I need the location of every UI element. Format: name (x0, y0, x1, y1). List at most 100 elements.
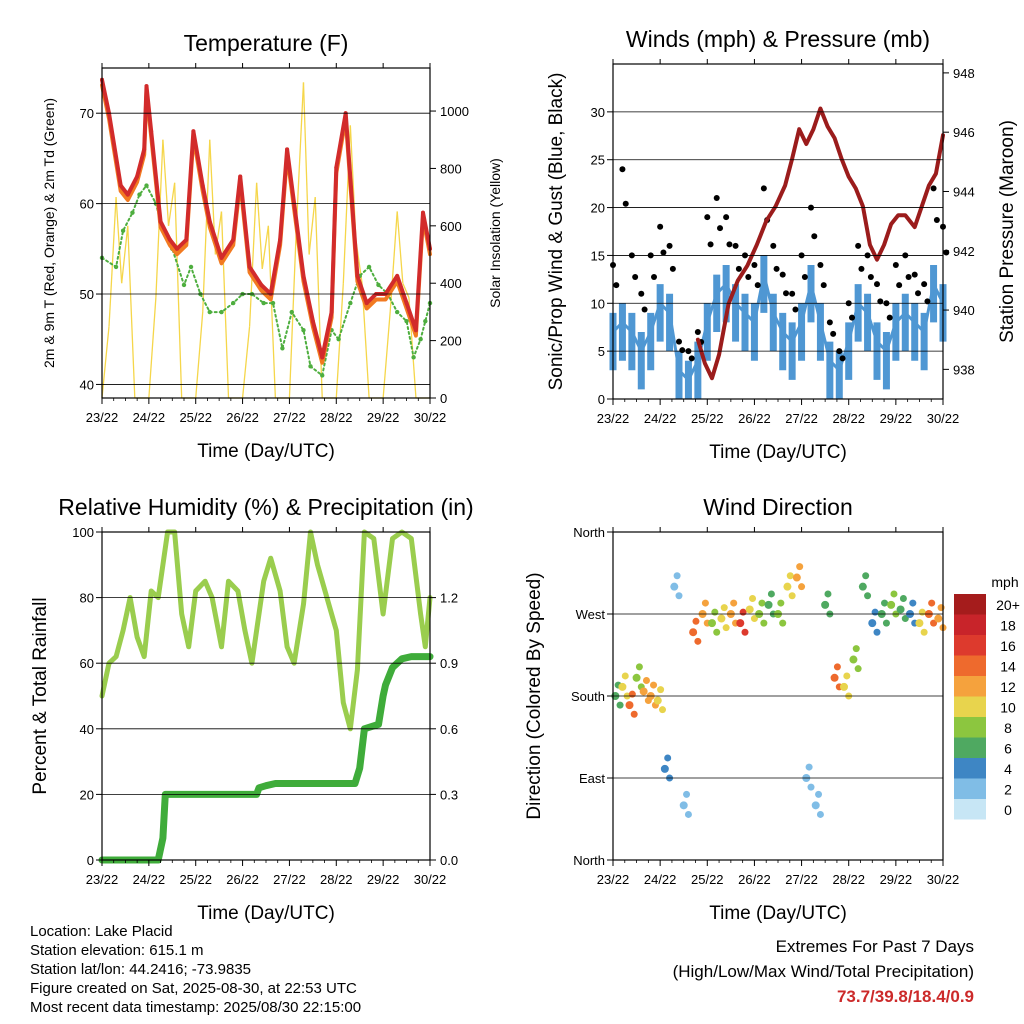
direction-point (664, 754, 672, 762)
wind-gust-point (930, 185, 937, 192)
direction-point (777, 599, 785, 607)
direction-title: Wind Direction (703, 494, 853, 520)
winds-ytick-label-left: 0 (598, 392, 605, 407)
direction-point (858, 582, 867, 591)
temp-2m-point (329, 310, 334, 315)
solar-line-segment (121, 225, 129, 284)
direction-point (840, 682, 848, 691)
direction-point (660, 764, 669, 773)
direction-ytick-label-left: West (576, 607, 606, 622)
temperature-ytick-label-right: 400 (440, 276, 462, 291)
solar-line-segment (308, 197, 316, 255)
wind-gust-point (726, 241, 733, 248)
wind-gust-point (688, 355, 695, 362)
colorbar-swatch (954, 758, 986, 779)
solar-line-segment (248, 182, 258, 327)
temp-2m-point (420, 210, 425, 215)
direction-point (635, 663, 643, 671)
direction-ytick-label-left: North (573, 853, 605, 868)
winds-ylabel-left: Sonic/Prop Wind & Gust (Blue, Black) (546, 73, 567, 391)
humidity-xtick-label: 27/22 (273, 872, 306, 887)
wind-gust-point (632, 273, 639, 280)
temp-2m-point (219, 255, 224, 260)
wind-gust-point (874, 281, 880, 288)
direction-point (862, 572, 870, 580)
wind-gust-point (651, 273, 658, 280)
solar-line-segment (396, 211, 404, 284)
humidity-ytick-label-right: 0.9 (440, 656, 458, 671)
wind-gust-point (770, 242, 777, 249)
colorbar-swatch (954, 778, 986, 799)
direction-point (899, 595, 907, 603)
extremes-subtitle: (High/Low/Max Wind/Total Precipitation) (672, 962, 974, 981)
wind-gust-point (792, 306, 799, 313)
direction-point (849, 655, 858, 664)
wind-gust-point (915, 290, 922, 297)
winds-xtick-label: 28/22 (832, 411, 865, 426)
winds-xtick-label: 29/22 (880, 411, 913, 426)
temp-2m-point (135, 174, 140, 179)
winds-xtick-label: 27/22 (785, 411, 818, 426)
wind-gust-point (751, 262, 758, 268)
temperature-xtick-label: 26/22 (226, 410, 259, 425)
humidity-title: Relative Humidity (%) & Precipitation (i… (58, 494, 473, 520)
wind-gust-point (892, 262, 899, 268)
direction-point (717, 614, 726, 623)
winds-xtick-label: 26/22 (738, 411, 771, 426)
direction-point (918, 608, 926, 616)
direction-ytick-label-left: North (573, 525, 605, 540)
humidity-xtick-label: 24/22 (133, 872, 166, 887)
dewpoint-line (101, 184, 431, 377)
direction-point (711, 608, 719, 616)
solar-line-segment (241, 326, 251, 399)
temp-2m-point (364, 301, 369, 306)
solar-line-segment (302, 82, 310, 255)
humidity-ytick-label-right: 0.0 (440, 853, 458, 868)
elevation-text: Station elevation: 615.1 m (30, 942, 204, 959)
wind-speed-line (611, 273, 945, 382)
colorbar-swatch (954, 696, 986, 717)
wind-gust-point (817, 262, 824, 268)
temperature-xtick-label: 28/22 (320, 410, 353, 425)
direction-xtick-label: 29/22 (880, 872, 913, 887)
temp-2m-point (142, 147, 147, 152)
temperature-ylabel-left: 2m & 9m T (Red, Orange) & 2m Td (Green) (41, 98, 57, 368)
direction-point (915, 619, 924, 628)
temperature-xtick-label: 23/22 (86, 410, 119, 425)
direction-xtick-label: 24/22 (644, 872, 677, 887)
wind-gust-point (723, 214, 730, 221)
direction-xtick-label: 28/22 (832, 872, 865, 887)
wind-gust-point (839, 355, 846, 362)
humidity-xtick-label: 25/22 (179, 872, 212, 887)
direction-point (864, 592, 872, 600)
solar-line-segment (195, 311, 204, 399)
winds-ytick-label-right: 938 (953, 362, 975, 377)
colorbar-tick-label: 10 (1000, 700, 1016, 716)
direction-point (694, 637, 702, 645)
location-text: Location: Lake Placid (30, 923, 173, 940)
temp-2m-point (125, 192, 130, 197)
temp-2m-point (158, 219, 163, 224)
colorbar-tick-label: 14 (1000, 659, 1016, 675)
wind-gust-point (773, 265, 780, 272)
direction-point (736, 619, 745, 628)
colorbar-swatch (954, 635, 986, 656)
direction-point (621, 672, 629, 680)
humidity-xtick-label: 29/22 (367, 872, 400, 887)
solar-line-segment (162, 139, 170, 226)
winds-frame (612, 63, 944, 400)
wind-gust-point (638, 290, 645, 297)
wind-gust-point (924, 298, 931, 305)
wind-gust-point (641, 306, 648, 313)
direction-point (632, 673, 641, 682)
direction-point (639, 687, 648, 696)
temp-2m-point (301, 273, 306, 278)
winds-ytick-label-left: 10 (591, 296, 605, 311)
direction-point (868, 619, 877, 628)
direction-point (798, 583, 806, 591)
temperature-ytick-label-left: 70 (80, 106, 94, 121)
solar-line-segment (255, 182, 263, 269)
direction-point (650, 681, 658, 689)
wind-gust-point (905, 273, 912, 280)
temperature-ytick-label-right: 800 (440, 161, 462, 176)
